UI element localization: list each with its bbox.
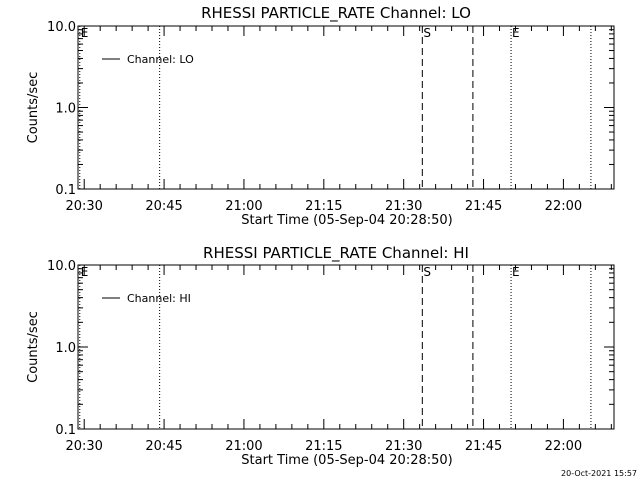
y-axis-label: Counts/sec [26, 311, 41, 383]
y-axis-label: Counts/sec [26, 72, 41, 144]
x-tick-label: 20:30 [65, 439, 102, 454]
x-tick-label: 21:15 [305, 199, 342, 214]
x-tick-label: 20:30 [65, 199, 102, 214]
chart-panel: RHESSI PARTICLE_RATE Channel: HI 0.1 1.0 10… [26, 244, 615, 468]
event-marker-label: E [81, 265, 89, 279]
y-tick-label: 10.0 [47, 259, 76, 274]
x-tick-label: 20:45 [145, 439, 182, 454]
x-tick-label: 21:15 [305, 439, 342, 454]
chart-title: RHESSI PARTICLE_RATE Channel: LO [201, 4, 471, 23]
y-tick-label: 1.0 [55, 341, 76, 356]
x-axis-label: Start Time (05-Sep-04 20:28:50) [241, 213, 452, 228]
plot-frame [77, 25, 615, 190]
plots: RHESSI PARTICLE_RATE Channel: LO 0.1 1.0 10… [26, 4, 615, 468]
chart-title: RHESSI PARTICLE_RATE Channel: HI [203, 244, 469, 263]
y-tick-label: 1.0 [55, 102, 76, 117]
x-tick-label: 21:30 [385, 199, 422, 214]
event-marker-label: E [81, 26, 89, 40]
x-tick-label: 21:00 [225, 439, 262, 454]
event-marker-label: E [512, 26, 520, 40]
x-tick-label: 22:00 [545, 199, 582, 214]
x-tick-label: 21:45 [465, 199, 502, 214]
x-tick-label: 21:45 [465, 439, 502, 454]
y-tick-label: 0.1 [55, 183, 76, 198]
x-tick-label: 20:45 [145, 199, 182, 214]
x-axis-label: Start Time (05-Sep-04 20:28:50) [241, 453, 452, 468]
event-marker-label: E [512, 265, 520, 279]
x-tick-label: 21:00 [225, 199, 262, 214]
footer-timestamp: 20-Oct-2021 15:57 [561, 469, 637, 478]
event-marker-label: S [423, 265, 431, 279]
chart-panel: RHESSI PARTICLE_RATE Channel: LO 0.1 1.0 10… [26, 4, 615, 228]
legend-entry: Channel: LO [127, 53, 194, 66]
y-tick-label: 10.0 [47, 20, 76, 35]
x-tick-label: 21:30 [385, 439, 422, 454]
event-marker-label: S [423, 26, 431, 40]
legend-entry: Channel: HI [127, 292, 191, 305]
x-tick-label: 22:00 [545, 439, 582, 454]
y-tick-label: 0.1 [55, 423, 76, 438]
plot-frame [77, 264, 615, 430]
